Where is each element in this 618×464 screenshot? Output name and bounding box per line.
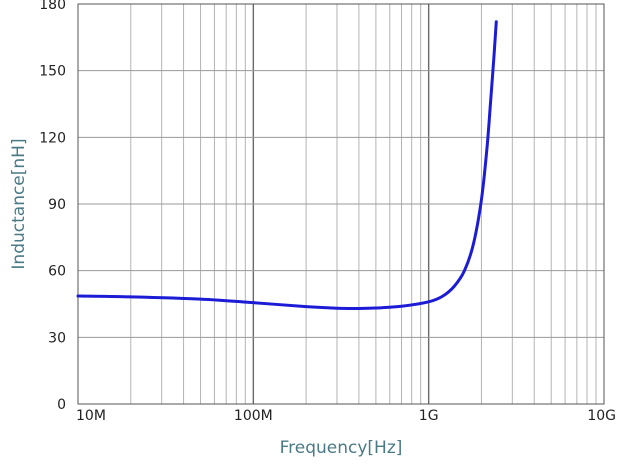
y-tick-label: 120 xyxy=(39,130,66,146)
y-tick-label: 150 xyxy=(39,64,66,80)
grid xyxy=(78,4,604,404)
series-group xyxy=(76,20,498,310)
y-tick-label: 60 xyxy=(48,264,66,280)
series-line xyxy=(76,20,498,310)
y-tick-label: 180 xyxy=(39,0,66,13)
x-tick-labels: 10M 100M 1G 10G xyxy=(76,408,616,424)
y-tick-labels: 0 30 60 90 120 150 180 xyxy=(39,0,66,413)
x-tick-label: 10M xyxy=(76,408,106,424)
y-tick-label: 90 xyxy=(48,197,66,213)
x-tick-label: 10G xyxy=(587,408,616,424)
y-axis-title: Inductance[nH] xyxy=(9,138,29,269)
x-tick-label: 100M xyxy=(234,408,273,424)
x-axis-title: Frequency[Hz] xyxy=(280,438,403,458)
plot-frame xyxy=(77,3,605,405)
x-tick-label: 1G xyxy=(419,408,439,424)
y-tick-label: 0 xyxy=(57,397,66,413)
y-tick-label: 30 xyxy=(48,330,66,346)
